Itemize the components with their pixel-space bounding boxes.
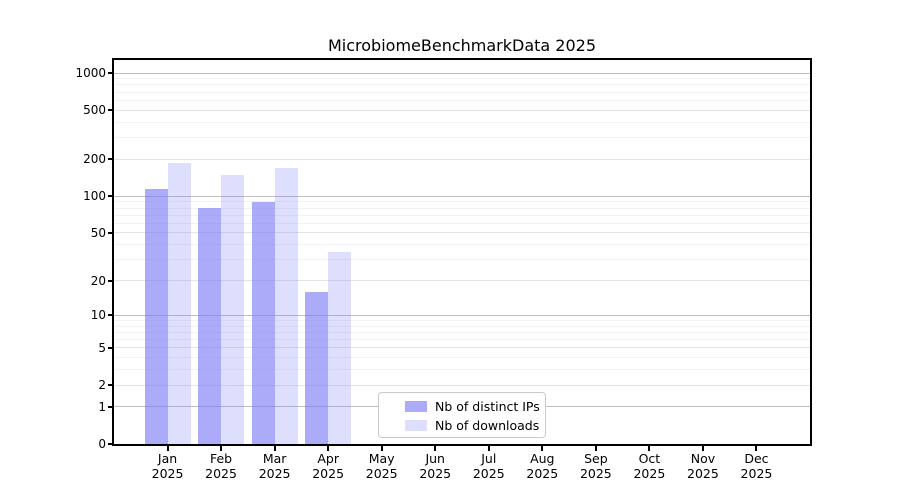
x-tick-label-jan: Jan 2025 (151, 451, 184, 481)
bar-jan-downloads (167, 163, 191, 444)
gridline-20 (114, 280, 810, 281)
y-tick-mark-1000 (108, 72, 114, 74)
y-tick-label-200: 200 (83, 152, 106, 167)
x-tick-mark-feb (220, 446, 223, 451)
gridline-2 (114, 384, 810, 386)
x-tick-mark-mar (273, 446, 276, 451)
y-tick-label-10: 10 (90, 308, 106, 323)
y-tick-mark-500 (108, 109, 114, 112)
y-tick-mark-200 (108, 158, 114, 161)
gridline-700 (114, 91, 810, 93)
legend-entry-downloads: Nb of downloads (405, 416, 545, 435)
gridline-10 (114, 314, 810, 316)
gridline-1000 (114, 72, 810, 74)
x-tick-mark-may (380, 446, 383, 451)
gridline-7 (114, 331, 810, 333)
gridline-60 (114, 222, 810, 224)
gridline-30 (114, 259, 810, 261)
chart-title: MicrobiomeBenchmarkData 2025 (327, 36, 597, 55)
y-tick-label-1: 1 (98, 399, 106, 414)
gridline-4 (114, 357, 810, 359)
y-tick-label-1000: 1000 (75, 66, 106, 80)
x-tick-mark-jan (166, 446, 169, 451)
y-tick-label-5: 5 (98, 340, 106, 355)
y-tick-label-20: 20 (90, 273, 106, 288)
y-tick-label-100: 100 (83, 189, 106, 204)
y-tick-label-50: 50 (90, 225, 106, 240)
gridline-50 (114, 232, 810, 234)
x-tick-mark-sep (594, 446, 597, 451)
legend: Nb of distinct IPs Nb of downloads (378, 392, 546, 438)
gridline-80 (114, 207, 810, 209)
x-tick-mark-oct (648, 446, 651, 451)
gridline-100 (114, 195, 810, 197)
x-tick-label-may: May 2025 (365, 451, 398, 481)
y-tick-mark-1 (108, 405, 114, 408)
y-tick-label-500: 500 (83, 103, 106, 118)
gridline-6 (114, 339, 810, 340)
gridline-600 (114, 99, 810, 101)
bar-jan-distinct-ips (144, 189, 168, 444)
x-tick-mark-jul (487, 446, 490, 451)
gridline-200 (114, 158, 810, 160)
x-tick-label-feb: Feb 2025 (205, 451, 237, 481)
y-tick-mark-2 (108, 384, 114, 386)
y-tick-mark-0 (108, 443, 114, 445)
y-tick-mark-20 (108, 279, 114, 282)
gridline-3 (114, 369, 810, 371)
bar-mar-distinct-ips (251, 201, 275, 444)
x-tick-label-dec: Dec 2025 (740, 451, 773, 481)
gridline-40 (114, 244, 810, 246)
legend-label-downloads: Nb of downloads (435, 418, 540, 433)
y-tick-mark-100 (108, 195, 114, 198)
plot-area (112, 58, 812, 446)
y-tick-mark-10 (108, 314, 114, 317)
legend-entry-distinct-ips: Nb of distinct IPs (405, 397, 545, 416)
bar-apr-downloads (328, 251, 352, 444)
gridline-9 (114, 319, 810, 321)
bar-feb-distinct-ips (198, 208, 222, 444)
y-tick-label-0: 0 (98, 437, 106, 451)
y-tick-label-2: 2 (98, 378, 106, 392)
x-tick-mark-dec (755, 446, 758, 451)
x-tick-label-apr: Apr 2025 (312, 451, 345, 481)
bar-feb-downloads (221, 175, 245, 444)
gridline-800 (114, 84, 810, 86)
y-tick-mark-50 (108, 231, 114, 234)
x-tick-label-sep: Sep 2025 (579, 451, 612, 481)
gridline-90 (114, 201, 810, 203)
x-tick-mark-aug (541, 446, 544, 451)
bar-mar-downloads (274, 167, 298, 444)
x-tick-label-jun: Jun 2025 (419, 451, 452, 481)
x-tick-label-mar: Mar 2025 (258, 451, 291, 481)
gridline-5 (114, 347, 810, 349)
legend-swatch-distinct-ips (405, 401, 427, 412)
x-tick-label-jul: Jul 2025 (472, 451, 505, 481)
x-tick-mark-jun (434, 446, 437, 451)
gridline-500 (114, 109, 810, 111)
x-tick-label-oct: Oct 2025 (633, 451, 666, 481)
legend-swatch-downloads (405, 420, 427, 431)
gridline-8 (114, 325, 810, 327)
legend-label-distinct-ips: Nb of distinct IPs (435, 399, 540, 414)
gridline-300 (114, 137, 810, 139)
x-tick-mark-nov (701, 446, 704, 451)
x-tick-label-aug: Aug 2025 (526, 451, 559, 481)
x-tick-mark-apr (327, 446, 330, 451)
gridline-900 (114, 78, 810, 80)
gridline-70 (114, 214, 810, 216)
bar-apr-distinct-ips (305, 291, 329, 444)
gridline-400 (114, 121, 810, 123)
x-tick-label-nov: Nov 2025 (687, 451, 719, 481)
y-tick-mark-5 (108, 346, 114, 349)
